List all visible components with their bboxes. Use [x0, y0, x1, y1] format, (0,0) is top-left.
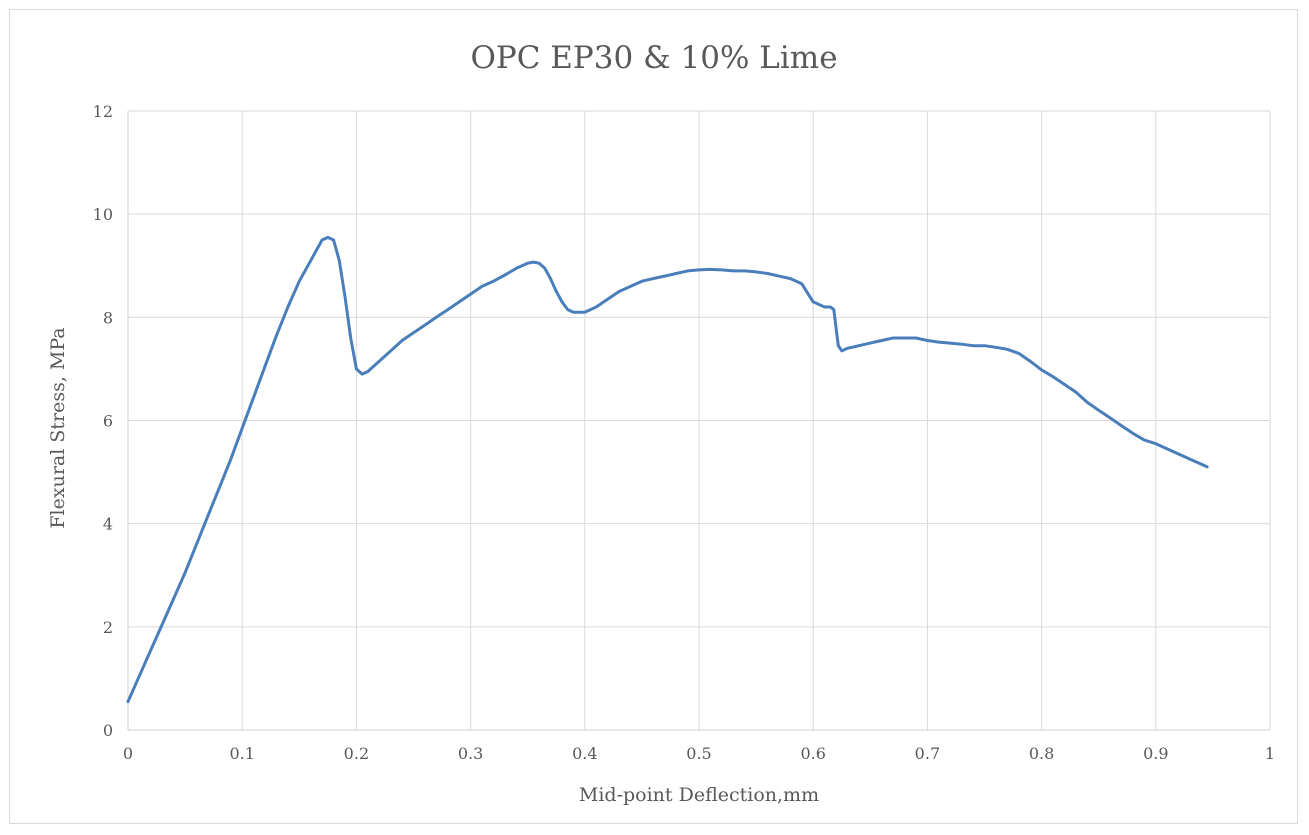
x-tick-label: 0.6	[800, 744, 825, 763]
chart-frame: 0 0.1 0.2 0.3 0.4 0.5 0.6 0.7 0.8 0.9 1 0 2 4 6 8 10 12 O…	[9, 9, 1298, 824]
y-tick-label: 12	[93, 102, 113, 121]
x-tick-label: 0.7	[915, 744, 940, 763]
y-tick-label: 8	[103, 308, 113, 327]
x-tick-label: 0.1	[229, 744, 254, 763]
x-axis-label: Mid-point Deflection,mm	[579, 784, 819, 806]
x-tick-label: 0.8	[1029, 744, 1054, 763]
y-tick-label: 6	[103, 412, 113, 431]
series-layer	[126, 235, 1209, 704]
x-tick-label: 0.3	[458, 744, 483, 763]
y-tick-label: 4	[103, 515, 113, 534]
y-tick-label: 0	[103, 721, 113, 740]
y-tick-label: 10	[93, 205, 113, 224]
gridlines	[128, 110, 1271, 730]
x-tick-label: 0.5	[686, 744, 711, 763]
x-tick-label: 0	[123, 744, 133, 763]
y-tick-label: 2	[103, 618, 113, 637]
axes	[127, 111, 1270, 731]
x-tick-label: 0.2	[344, 744, 369, 763]
y-axis-label: Flexural Stress, MPa	[47, 327, 69, 528]
chart-title: OPC EP30 & 10% Lime	[470, 40, 837, 76]
x-tick-label: 1	[1265, 744, 1275, 763]
series-line	[126, 235, 1209, 704]
x-tick-label: 0.4	[572, 744, 597, 763]
x-tick-label: 0.9	[1143, 744, 1168, 763]
